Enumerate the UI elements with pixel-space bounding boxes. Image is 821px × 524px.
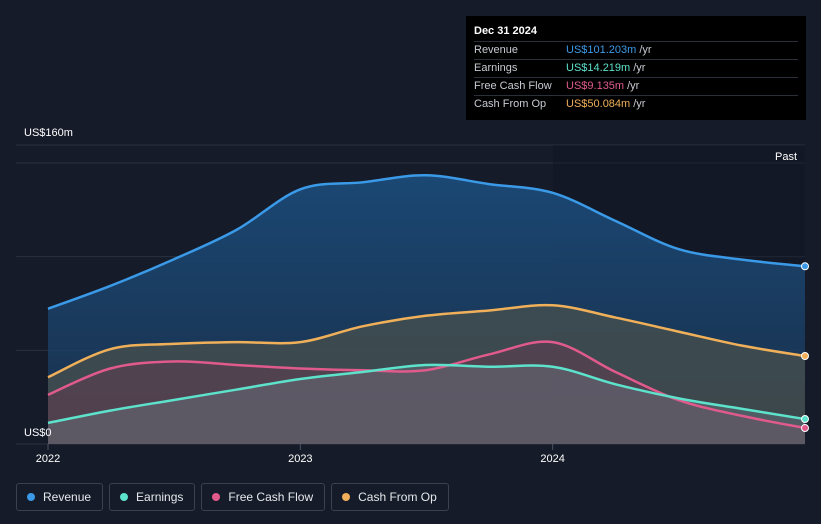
legend-dot-icon <box>120 493 129 501</box>
legend-dot-icon <box>342 493 351 501</box>
tooltip-row-unit: /yr <box>633 98 646 110</box>
tooltip-date: Dec 31 2024 <box>474 25 537 37</box>
line-earnings <box>47 363 806 425</box>
tooltip-row-free-cash-flow: Free Cash Flow US$9.135m/yr <box>474 77 798 95</box>
legend-label: Cash From Op <box>358 490 437 504</box>
legend-label: Revenue <box>43 490 92 504</box>
tooltip-row-value: US$14.219m <box>566 62 631 74</box>
x-tick-label: 2024 <box>540 453 564 465</box>
line-revenue <box>47 174 806 310</box>
tooltip-row-unit: /yr <box>627 80 640 92</box>
legend-label: Free Cash Flow <box>228 490 314 504</box>
end-dot-revenue <box>801 262 809 271</box>
legend-dot-icon <box>212 493 221 501</box>
area-free-cash-flow <box>48 341 805 444</box>
series-lines <box>47 174 806 430</box>
tooltip-row-value: US$50.084m <box>566 98 631 110</box>
y-top-label: US$160m <box>24 127 73 139</box>
line-free-cash-flow <box>47 340 806 430</box>
tooltip-row-label: Cash From Op <box>474 98 547 110</box>
tooltip-row-value: US$9.135m <box>566 80 625 92</box>
tooltip-row-value: US$101.203m <box>566 44 637 56</box>
tooltip-row-revenue: Revenue US$101.203m/yr <box>474 41 798 59</box>
legend: Revenue Earnings Free Cash Flow Cash From O… <box>16 483 449 511</box>
end-dot-earnings <box>801 415 809 424</box>
x-tick-label: 2022 <box>36 453 60 465</box>
tooltip-row-cash-from-op: Cash From Op US$50.084m/yr <box>474 95 798 113</box>
legend-item-cash-from-op[interactable]: Cash From Op <box>331 483 449 511</box>
area-cash-from-op <box>48 305 805 444</box>
legend-label: Earnings <box>136 490 184 504</box>
tooltip-row-label: Earnings <box>474 62 518 74</box>
tooltip: Dec 31 2024 Revenue US$101.203m/yr Earning… <box>466 16 806 120</box>
legend-item-revenue[interactable]: Revenue <box>16 483 104 511</box>
tooltip-row-label: Revenue <box>474 44 519 56</box>
tooltip-row-unit: /yr <box>639 44 652 56</box>
tooltip-row-label: Free Cash Flow <box>474 80 552 92</box>
x-tick-label: 2023 <box>288 453 312 465</box>
end-dot-free-cash-flow <box>801 424 809 433</box>
legend-dot-icon <box>27 493 35 501</box>
tooltip-row-earnings: Earnings US$14.219m/yr <box>474 59 798 77</box>
past-label: Past <box>775 151 797 163</box>
tooltip-row-unit: /yr <box>633 62 646 74</box>
legend-item-free-cash-flow[interactable]: Free Cash Flow <box>201 483 326 511</box>
legend-item-earnings[interactable]: Earnings <box>109 483 196 511</box>
end-dot-cash-from-op <box>801 352 809 361</box>
y-bottom-label: US$0 <box>24 427 52 439</box>
x-axis-ticks: 2022 2023 2024 <box>36 444 565 465</box>
series-end-dots <box>801 262 809 433</box>
line-cash-from-op <box>47 303 806 379</box>
